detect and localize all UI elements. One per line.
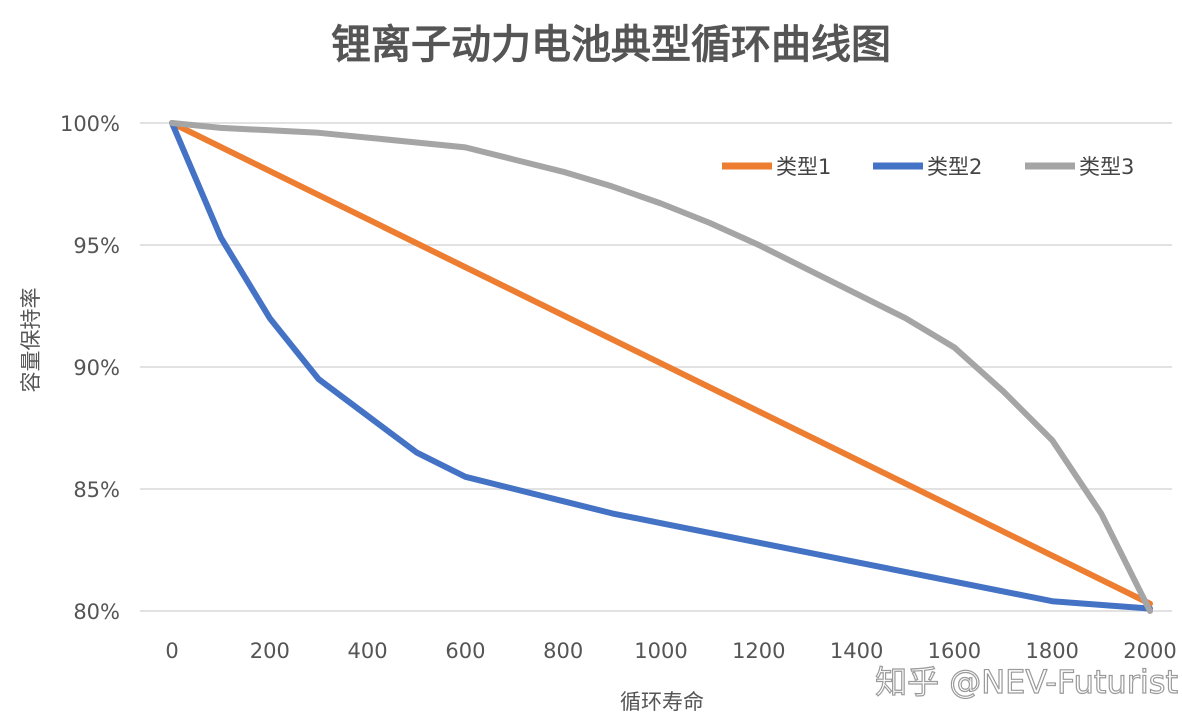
- x-tick-label: 600: [445, 639, 485, 663]
- chart-title: 锂离子动力电池典型循环曲线图: [331, 22, 891, 68]
- watermark: 知乎 @NEV-Futurist: [875, 663, 1178, 701]
- series-line-2: [169, 120, 1153, 612]
- y-tick-label: 80%: [73, 600, 120, 624]
- series-line-3: [169, 120, 1153, 614]
- x-tick-label: 800: [543, 639, 583, 663]
- legend-label-1: 类型1: [776, 155, 831, 179]
- x-tick-label: 200: [250, 639, 290, 663]
- y-tick-label: 85%: [73, 478, 120, 502]
- y-axis-label: 容量保持率: [19, 288, 43, 393]
- x-axis-label: 循环寿命: [620, 690, 704, 714]
- x-tick-label: 1600: [928, 639, 981, 663]
- x-tick-label: 400: [348, 639, 388, 663]
- y-axis-ticks: 80% 85% 90% 95% 100%: [60, 112, 120, 624]
- x-tick-label: 1400: [830, 639, 883, 663]
- legend-label-3: 类型3: [1079, 155, 1134, 179]
- legend: 类型1 类型2 类型3: [722, 155, 1134, 179]
- x-tick-label: 1200: [732, 639, 785, 663]
- x-tick-label: 1800: [1025, 639, 1078, 663]
- series-lines: [169, 120, 1153, 614]
- x-axis-ticks: 0 200 400 600 800 1000 1200 1400 1600 1800 2000: [165, 639, 1176, 663]
- y-tick-label: 100%: [60, 112, 120, 136]
- legend-label-2: 类型2: [927, 155, 982, 179]
- series-line-1: [169, 120, 1153, 607]
- x-tick-label: 0: [165, 639, 178, 663]
- x-tick-label: 2000: [1123, 639, 1176, 663]
- y-tick-label: 90%: [73, 356, 120, 380]
- y-tick-label: 95%: [73, 234, 120, 258]
- x-tick-label: 1000: [634, 639, 687, 663]
